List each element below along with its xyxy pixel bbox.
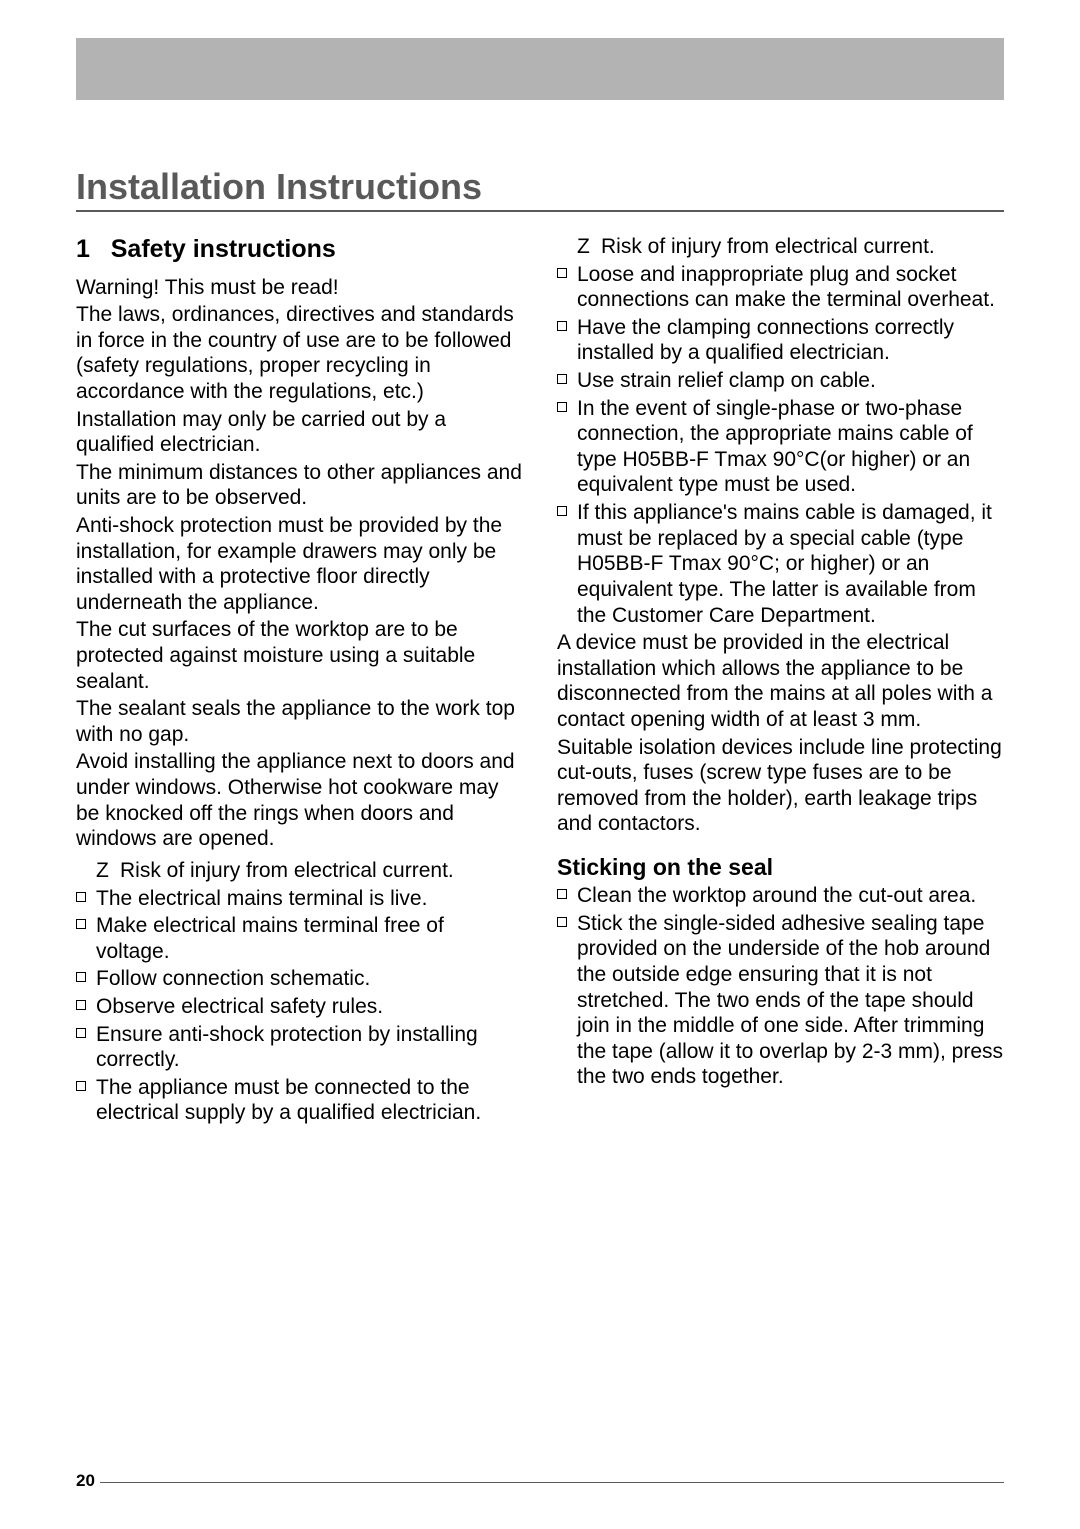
list-item: Use strain relief clamp on cable. — [557, 368, 1004, 394]
warning-text: Risk of injury from electrical current. — [601, 234, 935, 260]
document-title: Installation Instructions — [76, 166, 1004, 212]
square-bullet-icon — [557, 402, 567, 412]
square-bullet-icon — [557, 374, 567, 384]
square-bullet-icon — [76, 1081, 86, 1091]
warning-block: Z Risk of injury from electrical current… — [577, 234, 1004, 260]
left-column: 1 Safety instructions Warning! This must… — [76, 234, 523, 1128]
list-item-text: Have the clamping connections correctly … — [577, 315, 1004, 366]
square-bullet-icon — [76, 919, 86, 929]
warning-marker-icon: Z — [96, 858, 120, 884]
list-item: Have the clamping connections correctly … — [557, 315, 1004, 366]
list-item: Clean the worktop around the cut-out are… — [557, 883, 1004, 909]
list-item: The appliance must be connected to the e… — [76, 1075, 523, 1126]
two-column-layout: 1 Safety instructions Warning! This must… — [76, 234, 1004, 1128]
subheading-seal: Sticking on the seal — [557, 853, 1004, 881]
list-item-text: Stick the single-sided adhesive sealing … — [577, 911, 1004, 1090]
section-heading-safety: 1 Safety instructions — [76, 234, 523, 265]
list-item-text: Use strain relief clamp on cable. — [577, 368, 876, 394]
square-bullet-icon — [557, 506, 567, 516]
header-banner — [76, 38, 1004, 100]
square-bullet-icon — [557, 917, 567, 927]
square-bullet-icon — [76, 1028, 86, 1038]
list-item: Loose and inappropriate plug and socket … — [557, 262, 1004, 313]
list-item: The electrical mains terminal is live. — [76, 886, 523, 912]
body-paragraph: Installation may only be carried out by … — [76, 407, 523, 458]
footer-rule — [100, 1482, 1004, 1483]
body-paragraph: The minimum distances to other appliance… — [76, 460, 523, 511]
list-item: If this appliance's mains cable is damag… — [557, 500, 1004, 628]
list-item-text: Clean the worktop around the cut-out are… — [577, 883, 976, 909]
list-item-text: Observe electrical safety rules. — [96, 994, 383, 1020]
square-bullet-icon — [557, 268, 567, 278]
section-title: Safety instructions — [111, 235, 336, 263]
list-item-text: In the event of single-phase or two-phas… — [577, 396, 1004, 498]
list-item-text: Make electrical mains terminal free of v… — [96, 913, 523, 964]
square-bullet-icon — [76, 1000, 86, 1010]
square-bullet-icon — [557, 889, 567, 899]
warning-marker-icon: Z — [577, 234, 601, 260]
body-paragraph: The laws, ordinances, directives and sta… — [76, 302, 523, 404]
right-column: Z Risk of injury from electrical current… — [557, 234, 1004, 1128]
warning-block: Z Risk of injury from electrical current… — [96, 858, 523, 884]
list-item: Observe electrical safety rules. — [76, 994, 523, 1020]
warning-text: Risk of injury from electrical current. — [120, 858, 454, 884]
body-paragraph: Warning! This must be read! — [76, 275, 523, 301]
square-bullet-icon — [557, 321, 567, 331]
page-number: 20 — [76, 1471, 95, 1491]
section-number: 1 — [76, 235, 90, 263]
bullet-list: Loose and inappropriate plug and socket … — [557, 262, 1004, 629]
square-bullet-icon — [76, 972, 86, 982]
body-paragraph: Anti-shock protection must be provided b… — [76, 513, 523, 615]
list-item: Follow connection schematic. — [76, 966, 523, 992]
bullet-list: The electrical mains terminal is live. M… — [76, 886, 523, 1126]
list-item-text: If this appliance's mains cable is damag… — [577, 500, 1004, 628]
list-item-text: The appliance must be connected to the e… — [96, 1075, 523, 1126]
body-paragraph: A device must be provided in the electri… — [557, 630, 1004, 732]
body-paragraph: The sealant seals the appliance to the w… — [76, 696, 523, 747]
list-item: In the event of single-phase or two-phas… — [557, 396, 1004, 498]
body-paragraph: Avoid installing the appliance next to d… — [76, 749, 523, 851]
list-item-text: Follow connection schematic. — [96, 966, 370, 992]
list-item: Make electrical mains terminal free of v… — [76, 913, 523, 964]
body-paragraph: The cut surfaces of the worktop are to b… — [76, 617, 523, 694]
list-item: Ensure anti-shock protection by installi… — [76, 1022, 523, 1073]
list-item-text: Ensure anti-shock protection by installi… — [96, 1022, 523, 1073]
body-paragraph: Suitable isolation devices include line … — [557, 735, 1004, 837]
list-item: Stick the single-sided adhesive sealing … — [557, 911, 1004, 1090]
bullet-list: Clean the worktop around the cut-out are… — [557, 883, 1004, 1090]
list-item-text: Loose and inappropriate plug and socket … — [577, 262, 1004, 313]
document-page: Installation Instructions 1 Safety instr… — [0, 0, 1080, 1529]
square-bullet-icon — [76, 892, 86, 902]
list-item-text: The electrical mains terminal is live. — [96, 886, 427, 912]
